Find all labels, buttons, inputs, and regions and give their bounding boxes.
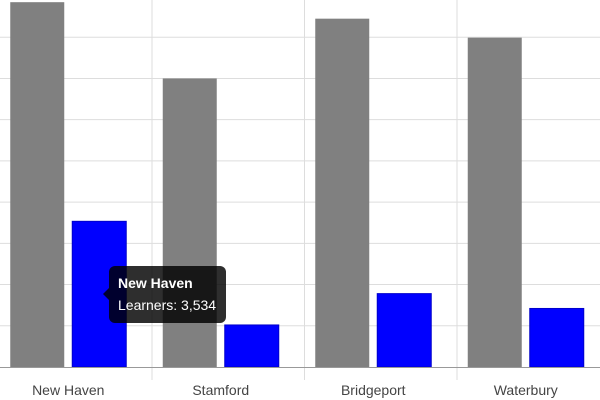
bar [162,78,217,367]
bar [315,18,370,368]
bar [467,37,522,367]
tooltip-value: Learners: 3,534 [118,297,217,313]
chart-tooltip: New Haven Learners: 3,534 [103,266,227,323]
tooltip-title: New Haven [118,275,193,291]
x-tick-label: New Haven [32,382,104,398]
bar [10,2,65,368]
x-tick-label: Stamford [192,382,249,398]
bar [376,293,432,368]
x-tick-label: Waterbury [494,382,558,398]
x-tick-label: Bridgeport [341,382,406,398]
bar [529,307,585,368]
tooltip-arrow [103,288,109,300]
bar [224,324,280,368]
